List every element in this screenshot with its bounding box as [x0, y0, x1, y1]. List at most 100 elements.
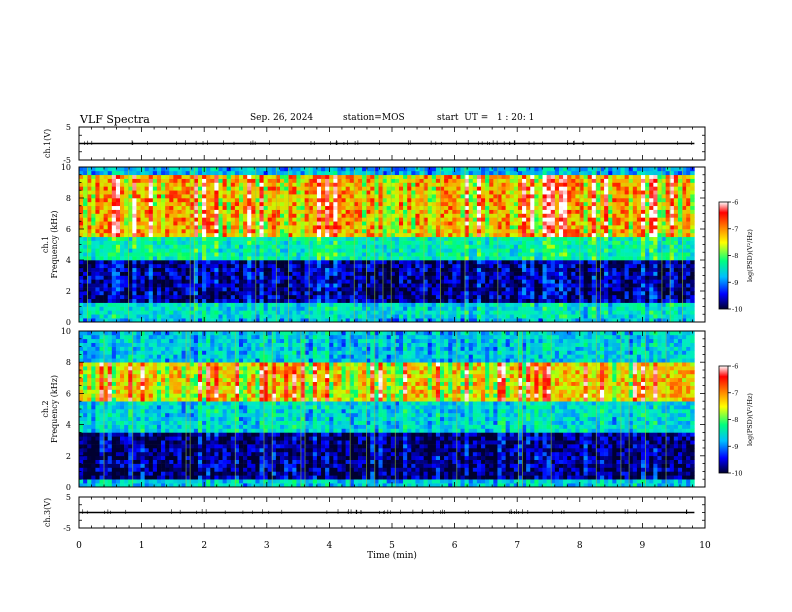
spectrogram-cell — [132, 291, 137, 296]
spectrogram-cell — [411, 217, 416, 222]
spectrogram-cell — [173, 291, 178, 296]
spectrogram-cell — [263, 283, 269, 288]
spectrogram-cell — [173, 252, 178, 257]
spectrogram-cell — [554, 167, 560, 172]
spectrogram-cell — [497, 279, 502, 284]
spectrogram-cell — [111, 306, 117, 311]
spectrogram-cell — [115, 221, 121, 226]
spectrogram-cell — [563, 318, 568, 323]
spectrogram-cell — [472, 174, 478, 179]
spectrogram-cell — [403, 236, 408, 241]
spectrogram-cell — [111, 256, 117, 261]
spectrogram-cell — [464, 194, 470, 199]
spectrogram-cell — [79, 298, 84, 303]
spectrogram-cell — [95, 205, 100, 210]
spectrogram-cell — [312, 190, 318, 195]
spectrogram-cell — [554, 174, 560, 179]
spectrogram-cell — [193, 174, 199, 179]
spectrogram-cell — [300, 190, 305, 195]
spectrogram-cell — [464, 190, 470, 195]
spectrogram-cell — [567, 260, 572, 265]
spectrogram-cell — [517, 190, 523, 195]
spectrogram-cell — [567, 178, 572, 183]
spectrogram-cell — [357, 310, 363, 315]
spectrogram-cell — [214, 271, 219, 276]
spectrogram-cell — [357, 283, 363, 288]
spectrogram-cell — [181, 267, 186, 272]
spectrogram-cell — [300, 225, 305, 230]
spectrogram-cell — [460, 198, 465, 203]
spectrogram-cell — [202, 279, 207, 284]
spectrogram-cell — [321, 306, 326, 311]
spectrogram-cell — [206, 221, 211, 226]
spectrogram-cell — [526, 298, 531, 303]
spectrogram-cell — [99, 232, 104, 238]
spectrogram-cell — [374, 302, 379, 307]
spectrogram-cell — [431, 221, 437, 226]
spectrogram-cell — [185, 174, 191, 179]
spectrogram-cell — [292, 267, 297, 272]
spectrogram-cell — [87, 198, 92, 203]
spectrogram-cell — [169, 275, 174, 280]
spectrogram-cell — [321, 248, 326, 253]
spectrogram-cell — [292, 232, 297, 238]
spectrogram-cell — [308, 271, 314, 276]
spectrogram-cell — [255, 182, 260, 187]
spectrogram-cell — [554, 186, 560, 191]
spectrogram-cell — [226, 306, 232, 311]
spectrogram-cell — [546, 260, 552, 265]
spectrogram-cell — [386, 314, 392, 319]
spectrogram-cell — [558, 263, 564, 269]
spectrogram-cell — [312, 279, 318, 284]
spectrogram-cell — [485, 294, 490, 300]
spectrogram-cell — [230, 298, 236, 303]
spectrogram-cell — [485, 318, 490, 323]
spectrogram-cell — [161, 310, 166, 315]
spectrogram-cell — [140, 236, 145, 241]
spectrogram-cell — [550, 256, 556, 261]
spectrogram-cell — [534, 182, 539, 187]
spectrogram-cell — [87, 256, 92, 261]
spectrogram-cell — [378, 232, 383, 238]
spectrogram-cell — [505, 287, 511, 292]
spectrogram-cell — [230, 271, 236, 276]
spectrogram-cell — [390, 232, 396, 238]
spectrogram-cell — [345, 178, 351, 183]
spectrogram-cell — [263, 244, 269, 249]
spectrogram-cell — [185, 260, 191, 265]
spectrogram-cell — [542, 198, 547, 203]
spectrogram-cell — [501, 198, 506, 203]
spectrogram-cell — [550, 279, 556, 284]
spectrogram-cell — [288, 310, 293, 315]
spectrogram-cell — [316, 291, 322, 296]
spectrogram-cell — [481, 267, 486, 272]
spectrogram-cell — [132, 170, 137, 176]
spectrogram-cell — [115, 194, 121, 199]
spectrogram-cell — [128, 198, 133, 203]
spectrogram-cell — [107, 178, 113, 183]
spectrogram-cell — [509, 205, 515, 210]
spectrogram-cell — [558, 221, 564, 226]
spectrogram-cell — [165, 209, 170, 214]
spectrogram-cell — [255, 186, 260, 191]
spectrogram-cell — [485, 217, 490, 222]
spectrogram-cell — [341, 294, 346, 300]
spectrogram-cell — [267, 240, 273, 245]
spectrogram-cell — [132, 318, 137, 323]
spectrogram-cell — [435, 178, 441, 183]
spectrogram-cell — [558, 198, 564, 203]
spectrogram-cell — [124, 232, 129, 238]
spectrogram-cell — [288, 294, 293, 300]
spectrogram-cell — [120, 314, 125, 319]
spectrogram-cell — [206, 252, 211, 257]
spectrogram-cell — [288, 283, 293, 288]
spectrogram-cell — [79, 252, 84, 257]
spectrogram-cell — [189, 186, 195, 191]
spectrogram-cell — [366, 298, 371, 303]
spectrogram-cell — [370, 279, 375, 284]
spectrogram-cell — [156, 271, 162, 276]
spectrogram-cell — [152, 232, 158, 238]
spectrogram-cell — [435, 190, 441, 195]
spectrogram-cell — [111, 174, 117, 179]
spectrogram-cell — [472, 186, 478, 191]
